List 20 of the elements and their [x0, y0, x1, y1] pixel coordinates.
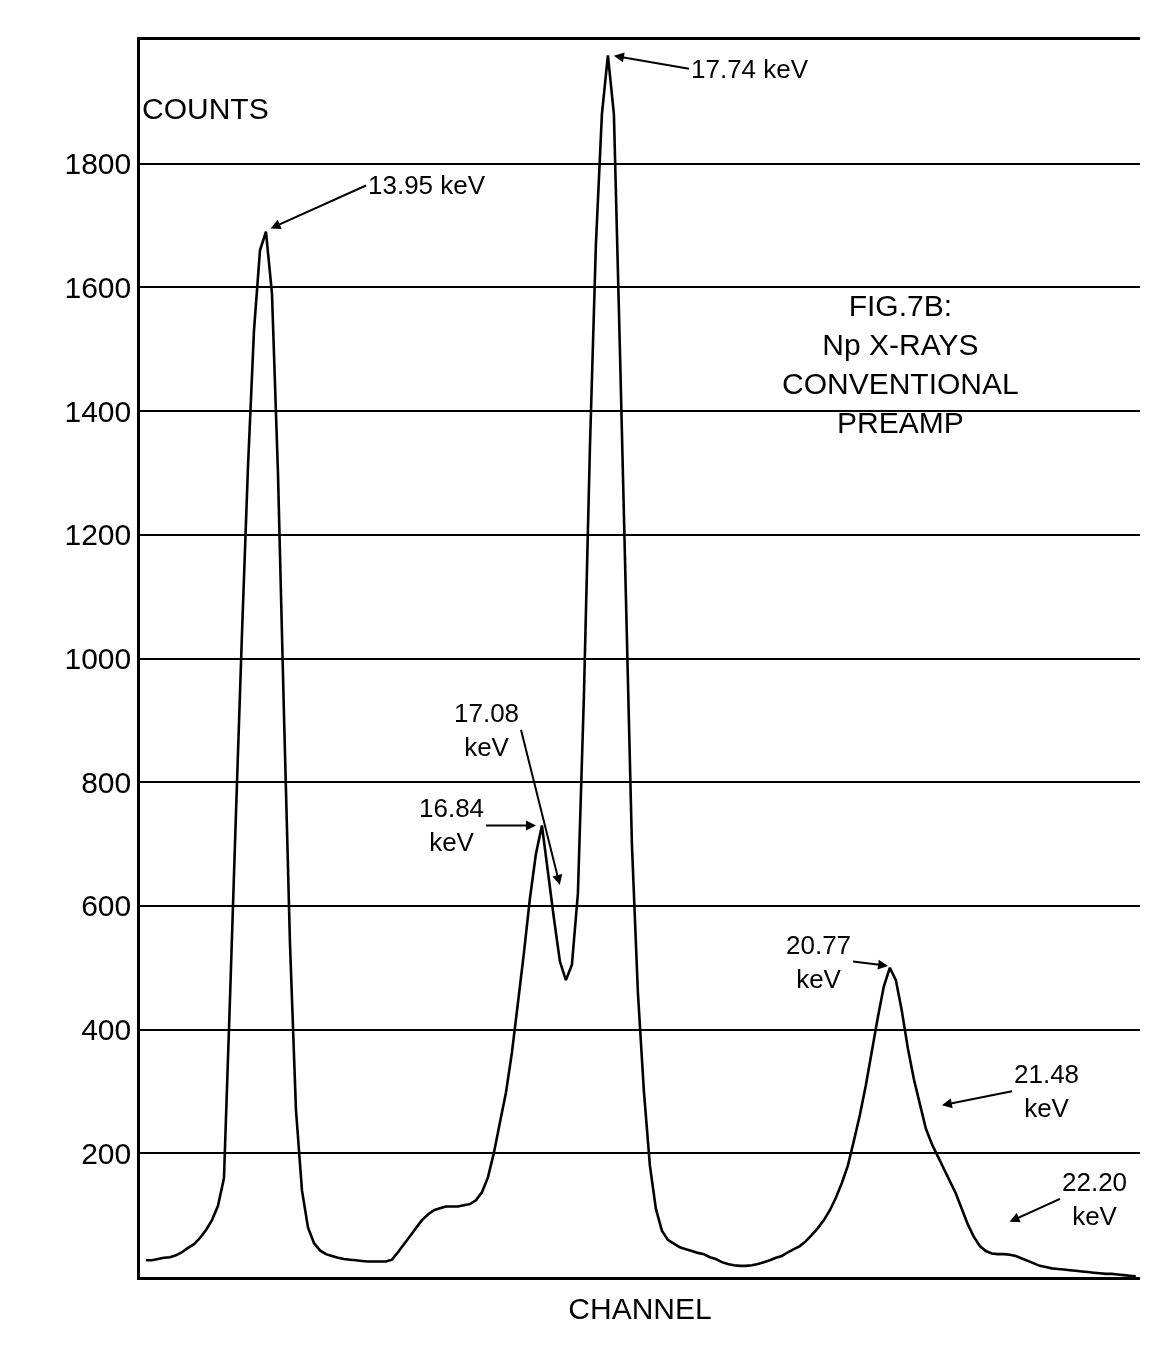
annotation: 17.08 keV: [454, 698, 520, 762]
y-tick-label: 200: [81, 1136, 132, 1170]
y-tick-label: 1000: [64, 642, 132, 675]
y-tick-label: 1600: [64, 270, 132, 304]
annotation: 20.77 keV: [786, 930, 852, 994]
y-tick-label: 800: [81, 765, 132, 799]
line-series: [144, 54, 1138, 1277]
y-tick-label: 1200: [64, 518, 132, 552]
annotation: 17.74 keV: [691, 54, 809, 84]
y-axis-title: COUNTS: [142, 92, 269, 125]
x-axis-title: CHANNEL: [568, 1292, 712, 1326]
y-tick-label: 400: [81, 1013, 132, 1047]
annotation: 21.48 keV: [1014, 1059, 1080, 1123]
y-tick-label: 1800: [64, 147, 132, 181]
annotation: 13.95 keV: [368, 170, 486, 200]
annotation: 16.84 keV: [419, 793, 485, 857]
text: FIG.7B: Np X-RAYS CONVENTIONAL PREAMP: [782, 289, 1019, 439]
annotation: 22.20 keV: [1062, 1167, 1128, 1231]
y-tick-label: 600: [81, 889, 132, 923]
y-tick-label: 1400: [64, 394, 132, 428]
